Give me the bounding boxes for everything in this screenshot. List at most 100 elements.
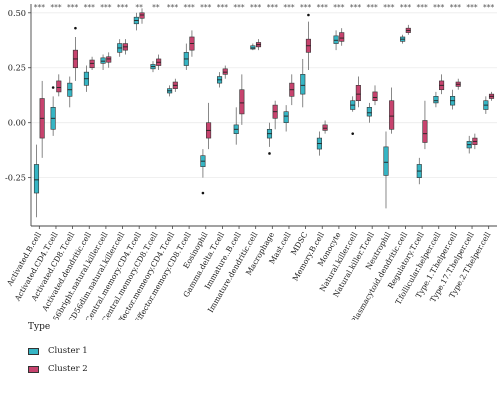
box-cluster-2 <box>289 74 295 106</box>
box-cluster-2 <box>272 100 278 130</box>
significance-label: *** <box>416 3 428 12</box>
y-tick-label: 0.50 <box>8 8 26 18</box>
significance-label: *** <box>217 3 229 12</box>
box-body <box>283 111 289 123</box>
significance-label: *** <box>183 3 195 12</box>
legend-label-cluster-1: Cluster 1 <box>48 346 88 356</box>
outlier-point <box>307 13 310 17</box>
box-cluster-2 <box>139 8 145 24</box>
significance-label: *** <box>317 3 329 12</box>
outlier-point <box>268 152 271 155</box>
significance-label: *** <box>100 3 112 12</box>
significance-label: *** <box>84 3 96 12</box>
box-cluster-2 <box>455 78 461 90</box>
significance-label: *** <box>117 3 129 12</box>
box-body <box>250 45 256 50</box>
box-body <box>355 85 361 102</box>
y-tick-label: 0.00 <box>8 118 26 128</box>
box-body <box>433 96 439 104</box>
significance-label: *** <box>483 3 495 12</box>
legend-title: Type <box>28 322 51 332</box>
boxplot-chart: -0.250.000.250.50Activated.B.cell***Acti… <box>5 3 497 320</box>
box-cluster-1 <box>133 12 139 31</box>
box-cluster-1 <box>433 91 439 108</box>
significance-label: *** <box>250 3 262 12</box>
significance-label: *** <box>433 3 445 12</box>
box-cluster-2 <box>422 100 428 150</box>
box-body <box>389 100 395 130</box>
box-cluster-1 <box>250 43 256 51</box>
box-cluster-2 <box>322 120 328 134</box>
box-cluster-1 <box>50 86 56 136</box>
box-body <box>422 120 428 143</box>
box-cluster-1 <box>333 30 339 51</box>
significance-label: *** <box>233 3 245 12</box>
significance-label: *** <box>50 3 62 12</box>
significance-label: *** <box>200 3 212 12</box>
significance-label: *** <box>350 3 362 12</box>
significance-label: *** <box>34 3 46 12</box>
box-cluster-1 <box>33 144 40 218</box>
box-cluster-2 <box>72 26 78 81</box>
box-cluster-1 <box>100 54 106 70</box>
box-cluster-1 <box>350 96 356 135</box>
box-cluster-1 <box>300 58 306 108</box>
box-cluster-1 <box>316 131 322 156</box>
box-cluster-2 <box>355 76 361 108</box>
significance-label: *** <box>167 3 179 12</box>
box-body <box>239 89 245 115</box>
box-cluster-1 <box>483 96 489 114</box>
y-tick-label: 0.25 <box>8 63 26 73</box>
gridlines <box>31 12 497 179</box>
box-cluster-2 <box>255 39 262 51</box>
box-cluster-2 <box>89 56 95 70</box>
box-cluster-1 <box>200 149 206 195</box>
box-cluster-1 <box>150 61 156 73</box>
legend: Type Cluster 1 Cluster 2 <box>28 322 228 397</box>
box-body <box>106 56 112 63</box>
box-body <box>333 35 339 44</box>
box-cluster-2 <box>106 52 112 68</box>
box-body <box>100 57 106 64</box>
outlier-point <box>201 191 205 195</box>
box-cluster-1 <box>183 43 189 70</box>
legend-swatch-cluster-1 <box>28 347 39 355</box>
box-cluster-2 <box>156 54 162 70</box>
box-cluster-1 <box>67 76 73 108</box>
legend-swatch-cluster-2 <box>28 365 39 373</box>
y-tick-label: -0.25 <box>5 173 26 183</box>
box-cluster-1 <box>466 135 472 154</box>
box-body <box>383 146 389 176</box>
box-cluster-2 <box>372 85 378 106</box>
box-cluster-2 <box>488 91 495 101</box>
significance-label: *** <box>333 3 345 12</box>
box-cluster-2 <box>172 78 178 92</box>
significance-label: *** <box>300 3 312 12</box>
box-cluster-2 <box>439 74 445 95</box>
box-body <box>89 59 95 69</box>
significance-label: ** <box>152 3 160 12</box>
box-cluster-2 <box>222 65 228 79</box>
box-cluster-2 <box>472 133 478 150</box>
box-cluster-2 <box>189 30 195 57</box>
legend-item-cluster-1: Cluster 1 <box>28 344 88 358</box>
box-body <box>33 164 40 194</box>
legend-label-cluster-2: Cluster 2 <box>48 364 88 374</box>
box-cluster-1 <box>233 107 239 145</box>
box-cluster-1 <box>283 105 289 132</box>
significance-label: *** <box>383 3 395 12</box>
box-body <box>139 12 145 19</box>
significance-label: *** <box>450 3 462 12</box>
box-cluster-1 <box>366 102 372 123</box>
labels: -0.250.000.250.50Activated.B.cell***Acti… <box>5 3 495 320</box>
boxes <box>33 8 495 218</box>
box-cluster-2 <box>305 13 311 70</box>
box-cluster-1 <box>450 89 456 110</box>
box-cluster-2 <box>389 87 395 134</box>
box-body <box>366 107 372 117</box>
significance-label: ** <box>135 3 143 12</box>
axes <box>28 4 497 229</box>
legend-item-cluster-2: Cluster 2 <box>28 362 88 376</box>
box-body <box>322 124 328 131</box>
significance-label: *** <box>67 3 79 12</box>
